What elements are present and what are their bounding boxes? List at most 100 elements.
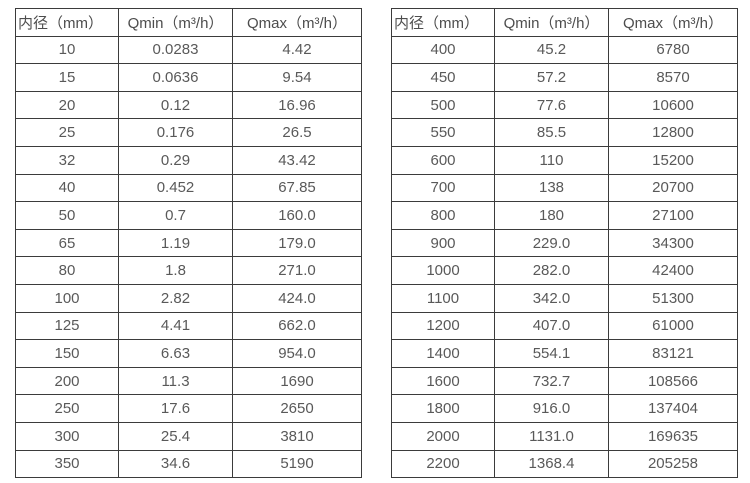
table-cell: 1368.4 (494, 449, 609, 479)
table-cell: 110 (494, 145, 609, 175)
table-cell: 1800 (391, 394, 495, 423)
table-cell: 179.0 (232, 228, 362, 258)
table-cell: 1600 (391, 366, 495, 396)
table-cell: 6.63 (118, 339, 233, 368)
table-row: 1600 732.7 108566 (391, 366, 738, 396)
table-row: 400 45.2 6780 (391, 35, 738, 65)
table-row: 1800 916.0 137404 (391, 394, 738, 423)
table-cell: 61000 (608, 311, 738, 341)
header-diameter: 内径（mm） (391, 8, 495, 37)
table-cell: 20700 (608, 173, 738, 203)
table-body-left: 10 0.0283 4.42 15 0.0636 9.54 20 0.12 16.96 25 0.1… (15, 35, 362, 479)
table-row: 250 17.6 2650 (15, 394, 362, 423)
table-row: 80 1.8 271.0 (15, 256, 362, 285)
header-qmin: Qmin（m³/h） (118, 8, 233, 37)
table-body-right: 400 45.2 6780 450 57.2 8570 500 77.6 10600 550 85.… (391, 35, 738, 479)
table-cell: 250 (15, 394, 119, 423)
table-cell: 2.82 (118, 283, 233, 313)
table-cell: 57.2 (494, 63, 609, 92)
table-row: 10 0.0283 4.42 (15, 35, 362, 65)
table-cell: 10600 (608, 90, 738, 120)
table-cell: 0.12 (118, 90, 233, 120)
table-cell: 954.0 (232, 339, 362, 368)
table-cell: 4.42 (232, 35, 362, 65)
table-cell: 0.7 (118, 201, 233, 230)
table-cell: 15 (15, 63, 119, 92)
table-cell: 350 (15, 449, 119, 479)
header-qmin: Qmin（m³/h） (494, 8, 609, 37)
table-cell: 1000 (391, 256, 495, 285)
table-header-row: 内径（mm） Qmin（m³/h） Qmax（m³/h） (391, 8, 738, 37)
table-cell: 11.3 (118, 366, 233, 396)
table-cell: 1200 (391, 311, 495, 341)
table-cell: 25 (15, 118, 119, 147)
table-cell: 137404 (608, 394, 738, 423)
header-diameter: 内径（mm） (15, 8, 119, 37)
table-row: 1400 554.1 83121 (391, 339, 738, 368)
table-row: 15 0.0636 9.54 (15, 63, 362, 92)
table-cell: 125 (15, 311, 119, 341)
table-cell: 5190 (232, 449, 362, 479)
table-cell: 700 (391, 173, 495, 203)
table-row: 300 25.4 3810 (15, 421, 362, 451)
table-row: 600 110 15200 (391, 145, 738, 175)
table-cell: 662.0 (232, 311, 362, 341)
table-cell: 83121 (608, 339, 738, 368)
table-header-row: 内径（mm） Qmin（m³/h） Qmax（m³/h） (15, 8, 362, 37)
table-row: 1200 407.0 61000 (391, 311, 738, 341)
table-cell: 9.54 (232, 63, 362, 92)
table-cell: 1131.0 (494, 421, 609, 451)
table-row: 500 77.6 10600 (391, 90, 738, 120)
table-row: 125 4.41 662.0 (15, 311, 362, 341)
table-row: 40 0.452 67.85 (15, 173, 362, 203)
table-cell: 1.8 (118, 256, 233, 285)
table-cell: 16.96 (232, 90, 362, 120)
header-qmax: Qmax（m³/h） (608, 8, 738, 37)
table-cell: 3810 (232, 421, 362, 451)
table-row: 350 34.6 5190 (15, 449, 362, 479)
table-cell: 1100 (391, 283, 495, 313)
table-row: 150 6.63 954.0 (15, 339, 362, 368)
table-cell: 43.42 (232, 145, 362, 175)
table-cell: 34300 (608, 228, 738, 258)
header-qmax: Qmax（m³/h） (232, 8, 362, 37)
table-row: 800 180 27100 (391, 201, 738, 230)
table-cell: 108566 (608, 366, 738, 396)
table-row: 450 57.2 8570 (391, 63, 738, 92)
table-cell: 6780 (608, 35, 738, 65)
table-cell: 100 (15, 283, 119, 313)
table-cell: 42400 (608, 256, 738, 285)
table-row: 32 0.29 43.42 (15, 145, 362, 175)
table-cell: 800 (391, 201, 495, 230)
table-cell: 8570 (608, 63, 738, 92)
table-cell: 26.5 (232, 118, 362, 147)
table-cell: 600 (391, 145, 495, 175)
table-cell: 65 (15, 228, 119, 258)
table-row: 2200 1368.4 205258 (391, 449, 738, 479)
table-row: 900 229.0 34300 (391, 228, 738, 258)
table-cell: 0.0283 (118, 35, 233, 65)
table-cell: 138 (494, 173, 609, 203)
table-cell: 554.1 (494, 339, 609, 368)
table-cell: 200 (15, 366, 119, 396)
table-cell: 25.4 (118, 421, 233, 451)
table-cell: 20 (15, 90, 119, 120)
table-row: 550 85.5 12800 (391, 118, 738, 147)
table-row: 25 0.176 26.5 (15, 118, 362, 147)
table-row: 1000 282.0 42400 (391, 256, 738, 285)
table-cell: 342.0 (494, 283, 609, 313)
table-cell: 27100 (608, 201, 738, 230)
table-row: 200 11.3 1690 (15, 366, 362, 396)
table-cell: 916.0 (494, 394, 609, 423)
table-row: 1100 342.0 51300 (391, 283, 738, 313)
table-cell: 424.0 (232, 283, 362, 313)
table-cell: 271.0 (232, 256, 362, 285)
table-row: 20 0.12 16.96 (15, 90, 362, 120)
table-row: 50 0.7 160.0 (15, 201, 362, 230)
table-cell: 34.6 (118, 449, 233, 479)
table-row: 2000 1131.0 169635 (391, 421, 738, 451)
table-cell: 40 (15, 173, 119, 203)
table-cell: 4.41 (118, 311, 233, 341)
table-cell: 205258 (608, 449, 738, 479)
table-cell: 50 (15, 201, 119, 230)
